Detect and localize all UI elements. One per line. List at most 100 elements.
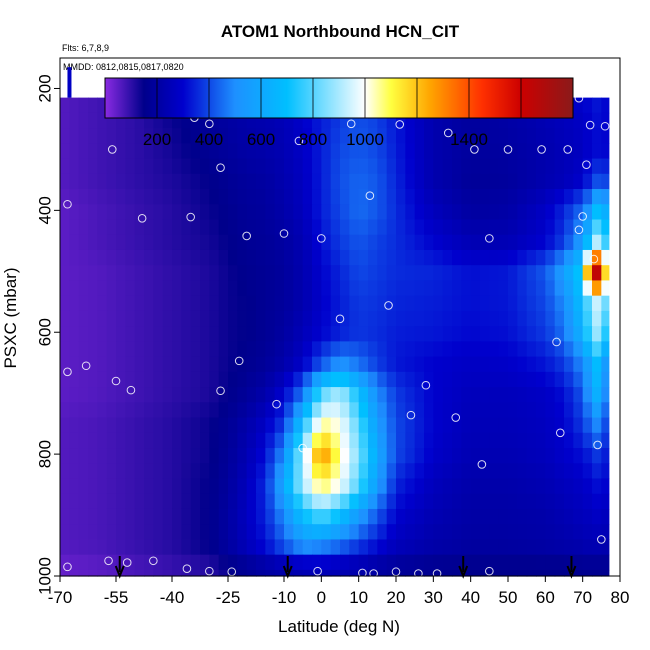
field-cell [200,463,210,480]
field-cell [312,356,322,373]
field-cell [582,524,593,541]
field-cell [116,173,126,190]
field-cell [60,128,70,144]
field-cell [321,463,332,480]
field-cell [200,448,210,464]
field-cell [498,569,509,577]
field-cell [405,387,416,403]
field-cell [349,173,360,190]
field-cell [144,478,154,495]
field-cell [218,371,229,388]
field-cell [60,173,70,190]
field-cell [526,356,537,373]
field-cell [386,539,397,556]
field-cell [349,128,360,144]
field-cell [246,265,257,282]
field-cell [452,493,462,510]
field-cell [377,234,388,251]
field-cell [452,463,462,480]
field-cell [293,524,304,541]
field-cell [153,326,164,342]
field-cell [190,326,201,342]
field-cell [601,234,610,251]
field-cell [340,569,350,577]
field-cell [461,432,472,449]
field-cell [284,356,294,373]
field-cell [358,158,369,175]
field-cell [246,508,257,525]
field-cell [265,249,276,266]
field-cell [545,478,556,495]
field-cell [573,295,584,312]
field-cell [582,356,593,373]
field-cell [134,402,145,419]
field-cell [554,173,565,190]
field-cell [97,234,108,251]
field-cell [424,356,434,373]
field-cell [125,173,136,190]
field-cell [237,371,248,388]
field-cell [340,493,350,510]
field-cell [480,356,490,373]
field-cell [592,508,602,525]
field-cell [69,158,80,175]
field-cell [340,341,350,358]
field-cell [340,448,350,464]
field-cell [321,371,332,388]
field-cell [246,326,257,342]
field-cell [97,448,108,464]
field-cell [116,143,126,160]
field-cell [452,417,462,434]
field-cell [144,387,154,403]
field-cell [88,478,98,495]
field-cell [498,128,509,144]
field-cell [424,143,434,160]
field-cell [545,387,556,403]
field-cell [69,432,80,449]
sample-marker [317,234,326,243]
field-cell [321,524,332,541]
field-cell [274,402,285,419]
field-cell [452,387,462,403]
field-cell [153,569,164,577]
field-cell [377,463,388,480]
field-cell [116,432,126,449]
field-cell [489,341,500,358]
field-cell [293,493,304,510]
field-cell [433,417,444,434]
field-cell [88,417,98,434]
field-cell [368,265,378,282]
field-cell [564,569,574,577]
field-cell [554,356,565,373]
field-cell [162,128,173,144]
field-cell [190,158,201,175]
field-cell [498,463,509,480]
field-cell [564,249,574,266]
sample-marker [107,145,117,154]
field-cell [582,463,593,480]
field-cell [312,326,322,342]
field-cell [321,478,332,495]
field-cell [480,189,490,205]
field-cell [564,387,574,403]
field-cell [69,402,80,419]
field-cell [284,189,294,205]
field-cell [564,448,574,464]
colorbar [104,77,574,119]
field-cell [181,387,192,403]
field-cell [480,295,490,312]
field-cell [536,112,546,129]
field-cell [218,128,229,144]
field-cell [470,280,481,297]
field-cell [69,219,80,236]
field-cell [517,219,528,236]
field-cell [377,508,388,525]
field-cell [312,158,322,175]
field-cell [284,143,294,160]
field-cell [573,493,584,510]
field-cell [218,402,229,419]
field-cell [414,387,425,403]
field-cell [302,402,313,419]
field-cell [302,128,313,144]
field-cell [405,280,416,297]
